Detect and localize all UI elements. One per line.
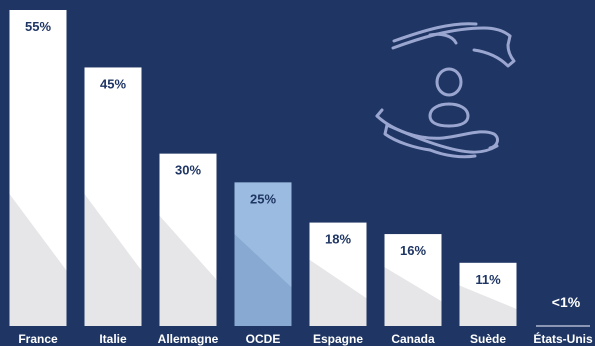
- bar-shade-france: [9, 194, 67, 326]
- hands-protecting-person-icon: [375, 22, 516, 159]
- category-label-espagne: Espagne: [313, 332, 363, 346]
- value-label-suede: 11%: [475, 272, 501, 287]
- value-label-espagne: 18%: [325, 232, 351, 247]
- value-label-canada: 16%: [400, 243, 426, 258]
- category-label-france: France: [18, 332, 58, 346]
- category-label-etats-unis: États-Unis: [533, 331, 593, 346]
- value-label-italie: 45%: [100, 76, 126, 91]
- category-label-suede: Suède: [470, 332, 506, 346]
- bar-shade-espagne: [309, 259, 367, 326]
- value-label-france: 55%: [25, 19, 51, 34]
- category-labels-layer: France Italie Allemagne OCDE Espagne Canada Su…: [18, 331, 593, 346]
- value-label-allemagne: 30%: [175, 163, 201, 178]
- bar-shade-canada: [384, 267, 442, 326]
- category-label-allemagne: Allemagne: [158, 332, 219, 346]
- category-label-canada: Canada: [391, 332, 435, 346]
- category-label-ocde: OCDE: [246, 332, 281, 346]
- bar-shade-suede: [459, 285, 517, 326]
- bar-shade-allemagne: [159, 215, 217, 326]
- value-labels-layer: 55% 45% 30% 25% 18% 16% 11% <1%: [25, 19, 581, 310]
- bar-shade-italie: [84, 194, 142, 326]
- bars-layer: [9, 10, 517, 327]
- category-label-italie: Italie: [99, 332, 127, 346]
- value-label-etats-unis: <1%: [552, 294, 581, 310]
- bar-shade-ocde: [234, 234, 292, 326]
- value-label-ocde: 25%: [250, 191, 276, 206]
